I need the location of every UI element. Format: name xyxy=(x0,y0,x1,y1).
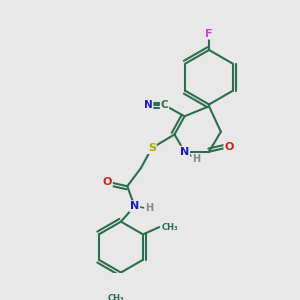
Text: C: C xyxy=(161,100,168,110)
Text: O: O xyxy=(103,177,112,187)
Text: N: N xyxy=(130,201,139,211)
Text: F: F xyxy=(205,28,213,39)
Text: H: H xyxy=(145,203,153,213)
Text: CH₃: CH₃ xyxy=(108,294,125,300)
Text: CH₃: CH₃ xyxy=(161,223,178,232)
Text: S: S xyxy=(148,143,156,153)
Text: N: N xyxy=(180,147,189,157)
Text: H: H xyxy=(192,154,200,164)
Text: N: N xyxy=(144,100,153,110)
Text: O: O xyxy=(224,142,234,152)
